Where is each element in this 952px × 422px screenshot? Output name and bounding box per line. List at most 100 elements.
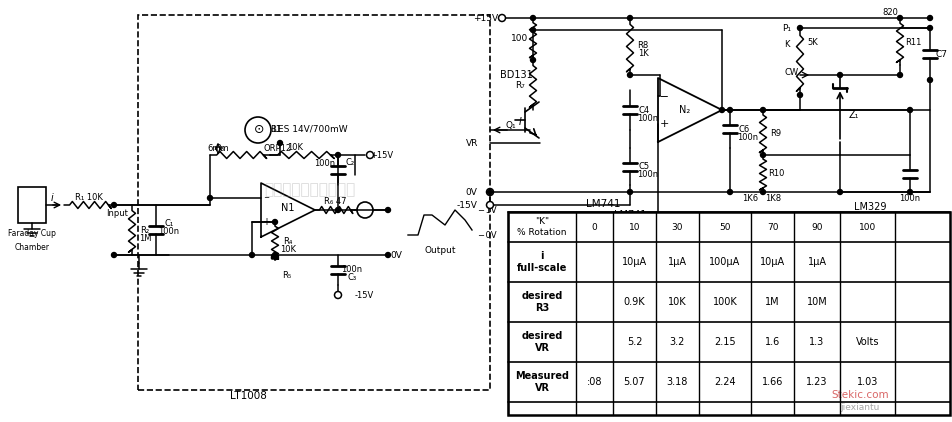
Text: i
full-scale: i full-scale [516, 251, 566, 273]
Text: Q₁: Q₁ [506, 121, 516, 130]
Circle shape [726, 108, 732, 113]
Text: C6: C6 [738, 124, 749, 133]
Text: 10: 10 [628, 222, 640, 232]
Text: 100: 100 [511, 33, 528, 43]
Text: 5K: 5K [806, 38, 818, 46]
Text: 1K6: 1K6 [742, 194, 757, 203]
Text: 10K: 10K [280, 244, 296, 254]
Text: 10μA: 10μA [759, 257, 784, 267]
Circle shape [797, 92, 802, 97]
Circle shape [486, 201, 493, 208]
Text: N₂: N₂ [679, 105, 690, 115]
Bar [507, 212, 949, 415]
Text: LM741: LM741 [585, 199, 620, 209]
Text: 100n: 100n [737, 133, 758, 141]
Text: R₂: R₂ [140, 225, 149, 235]
Circle shape [906, 108, 912, 113]
Text: C5: C5 [638, 162, 649, 170]
Circle shape [837, 73, 842, 78]
Text: 10M: 10M [805, 297, 826, 307]
Bar [507, 212, 949, 415]
Text: R₃: R₃ [215, 143, 225, 152]
Text: LT1008: LT1008 [229, 391, 267, 401]
Text: ─: ─ [660, 91, 666, 101]
Text: C₂: C₂ [345, 157, 354, 167]
Text: 90: 90 [810, 222, 822, 232]
Text: 1M: 1M [139, 233, 151, 243]
Text: 1M: 1M [764, 297, 779, 307]
Text: 1μA: 1μA [806, 257, 825, 267]
Text: 0.9K: 0.9K [623, 297, 645, 307]
Text: CW: CW [784, 68, 798, 76]
Text: ─ 1V: ─ 1V [478, 206, 496, 214]
Circle shape [486, 189, 493, 195]
Text: +15V: +15V [472, 14, 498, 22]
Text: R₇: R₇ [514, 81, 525, 89]
Text: Faraday Cup: Faraday Cup [8, 228, 56, 238]
Text: 10K: 10K [287, 143, 303, 151]
Text: 0V: 0V [389, 251, 402, 260]
Text: :08: :08 [586, 377, 602, 387]
Text: desired
R3: desired R3 [521, 291, 562, 313]
Text: 2.15: 2.15 [713, 337, 735, 347]
Text: 10μA: 10μA [622, 257, 646, 267]
Text: 3.18: 3.18 [666, 377, 687, 387]
Text: 100K: 100K [712, 297, 737, 307]
Text: desired
VR: desired VR [521, 331, 562, 353]
Text: 1μA: 1μA [667, 257, 686, 267]
Circle shape [626, 73, 632, 78]
Circle shape [906, 189, 912, 195]
Text: R8: R8 [637, 41, 648, 49]
Text: I: I [518, 117, 521, 127]
Circle shape [926, 16, 931, 21]
Text: 机炽路睿科技有限公司: 机炽路睿科技有限公司 [264, 182, 355, 197]
Text: 820: 820 [882, 8, 897, 16]
Text: N1: N1 [281, 203, 294, 213]
Text: LES 14V/700mW: LES 14V/700mW [272, 124, 347, 133]
Circle shape [272, 219, 277, 225]
Text: 1.3: 1.3 [808, 337, 823, 347]
Text: 1.6: 1.6 [764, 337, 780, 347]
Circle shape [626, 16, 632, 21]
Circle shape [111, 252, 116, 257]
Text: +: + [659, 119, 668, 129]
Text: 100μA: 100μA [708, 257, 740, 267]
Text: 100n: 100n [158, 227, 179, 235]
Circle shape [719, 108, 724, 113]
Text: C₃: C₃ [347, 273, 356, 282]
Text: R₅: R₅ [282, 271, 291, 279]
Text: C4: C4 [638, 106, 649, 114]
Circle shape [208, 195, 212, 200]
Text: Z₁: Z₁ [848, 110, 859, 120]
Text: 100n: 100n [899, 194, 920, 203]
Text: C7: C7 [935, 49, 947, 59]
Text: "K"
% Rotation: "K" % Rotation [517, 217, 566, 237]
Text: 1.23: 1.23 [805, 377, 827, 387]
Text: Input: Input [106, 208, 128, 217]
Text: B1: B1 [270, 124, 281, 133]
Text: BD131: BD131 [500, 70, 532, 80]
Circle shape [335, 152, 340, 157]
Text: 1.03: 1.03 [856, 377, 877, 387]
Text: i: i [50, 193, 53, 203]
Text: +: + [262, 217, 269, 227]
Text: Output: Output [424, 246, 455, 254]
Text: VR: VR [466, 138, 478, 148]
Text: K: K [783, 40, 789, 49]
Text: R11: R11 [903, 38, 921, 46]
Text: ⊙: ⊙ [253, 122, 264, 135]
Text: 6mm: 6mm [207, 143, 228, 152]
Text: 1.66: 1.66 [761, 377, 783, 387]
Text: 100n: 100n [637, 170, 658, 179]
Text: Measured
VR: Measured VR [514, 371, 568, 393]
Circle shape [760, 108, 764, 113]
Text: 0: 0 [591, 222, 597, 232]
Circle shape [386, 252, 390, 257]
Text: -15V: -15V [456, 200, 477, 209]
Circle shape [487, 189, 492, 195]
Text: jiexiantu: jiexiantu [840, 403, 879, 412]
Circle shape [530, 27, 535, 32]
Circle shape [334, 292, 341, 298]
Text: P₁: P₁ [782, 24, 791, 32]
Circle shape [530, 57, 535, 62]
